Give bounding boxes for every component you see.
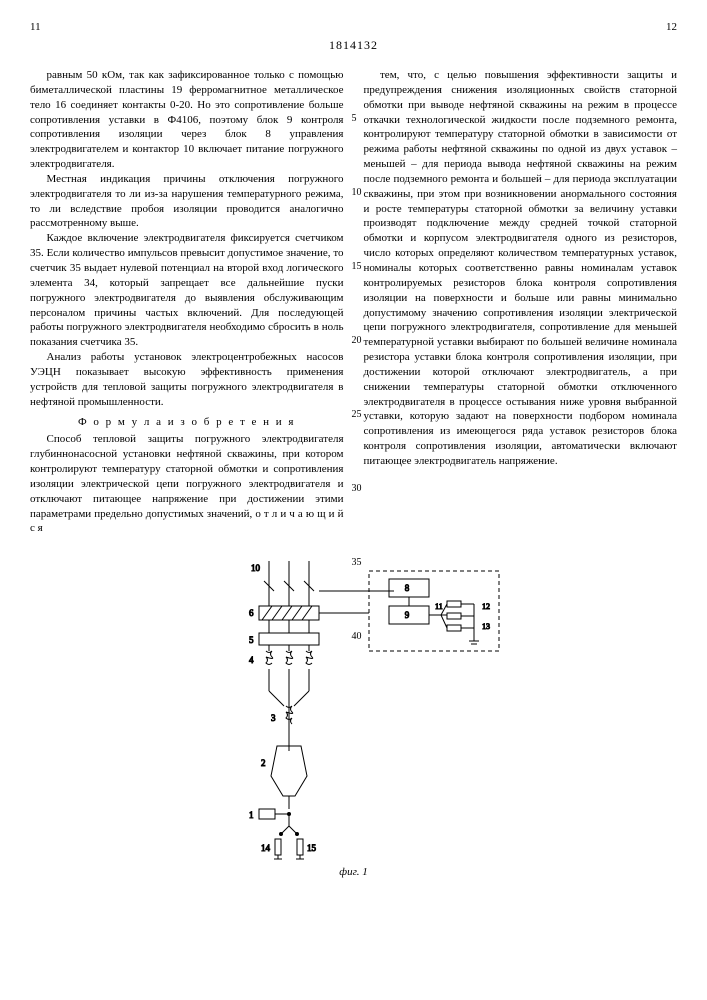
col1-para2: Местная индикация причины отключения пог… [30, 172, 344, 231]
line-marker: 5 [352, 112, 357, 126]
page-numbers: 11 12 [30, 20, 677, 35]
ref-13: 13 [482, 622, 490, 631]
col1-para4: Анализ работы установок электроцентробеж… [30, 350, 344, 409]
line-marker: 35 [352, 556, 362, 570]
ref-1: 1 [249, 810, 254, 820]
ref-15: 15 [307, 843, 317, 853]
ref-3: 3 [271, 713, 276, 723]
ref-2: 2 [261, 758, 266, 768]
page-number-right: 12 [666, 20, 677, 35]
line-marker: 10 [352, 186, 362, 200]
formula-title: Ф о р м у л а и з о б р е т е н и я [30, 415, 344, 430]
ref-9: 9 [404, 610, 409, 620]
col1-para5: Способ тепловой защиты погружного электр… [30, 432, 344, 536]
figure-1: 10 6 5 [30, 551, 677, 880]
text-columns: равным 50 кОм, так как зафиксированное т… [30, 68, 677, 536]
page-number-left: 11 [30, 20, 41, 35]
ref-12: 12 [482, 602, 490, 611]
figure-label: фиг. 1 [30, 865, 677, 880]
line-marker: 25 [352, 408, 362, 422]
ref-10: 10 [251, 563, 261, 573]
line-marker: 15 [352, 260, 362, 274]
line-marker: 20 [352, 334, 362, 348]
col2-para1: тем, что, с целью повышения эффективност… [364, 68, 678, 469]
col1-para3: Каждое включение электродвигателя фиксир… [30, 231, 344, 350]
line-marker: 30 [352, 482, 362, 496]
ref-8: 8 [404, 583, 409, 593]
ref-6: 6 [249, 608, 254, 618]
column-right: 5 10 15 20 25 30 35 40 тем, что, с целью… [364, 68, 678, 536]
col1-para1: равным 50 кОм, так как зафиксированное т… [30, 68, 344, 172]
document-number: 1814132 [30, 37, 677, 53]
ref-11: 11 [435, 602, 443, 611]
schematic-diagram: 10 6 5 [189, 551, 519, 861]
ref-4: 4 [249, 655, 254, 665]
column-left: равным 50 кОм, так как зафиксированное т… [30, 68, 344, 536]
ref-5: 5 [249, 635, 254, 645]
line-marker: 40 [352, 630, 362, 644]
ref-14: 14 [261, 843, 271, 853]
